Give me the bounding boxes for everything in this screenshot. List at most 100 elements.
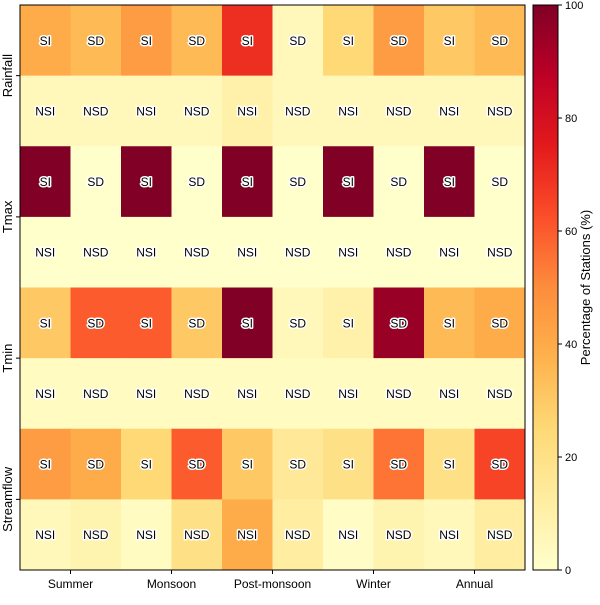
heatmap-cell xyxy=(474,287,526,359)
x-tick-label: Annual xyxy=(456,577,493,591)
heatmap-cell xyxy=(323,75,374,147)
cell-label: SI xyxy=(343,34,354,48)
heatmap-cell xyxy=(323,146,374,218)
cell-label: NSD xyxy=(487,528,513,542)
cell-label: NSD xyxy=(184,104,210,118)
heatmap-cell xyxy=(373,216,425,289)
cell-label: SD xyxy=(390,175,407,189)
heatmap-cell xyxy=(272,75,324,147)
cell-label: NSI xyxy=(237,528,257,542)
heatmap-cell xyxy=(424,5,475,77)
heatmap-cell xyxy=(474,428,526,500)
heatmap-cell xyxy=(424,146,475,218)
heatmap-cell xyxy=(222,499,273,571)
heatmap-cell xyxy=(121,5,172,77)
colorbar-tick-label: 20 xyxy=(565,452,577,464)
cell-label: SD xyxy=(87,175,104,189)
heatmap-cell xyxy=(171,499,223,571)
x-axis: Summer Monsoon Post-monsoon Winter Annual xyxy=(48,570,493,591)
heatmap-cell xyxy=(171,428,223,500)
cell-label: NSD xyxy=(285,246,311,260)
cell-label: NSI xyxy=(136,528,156,542)
cell-label: SD xyxy=(87,458,104,472)
cell-label: NSD xyxy=(285,104,311,118)
cell-label: SD xyxy=(188,34,205,48)
cell-label: SI xyxy=(444,34,455,48)
heatmap-cell xyxy=(323,287,374,359)
heatmap-cell xyxy=(474,146,526,218)
heatmap-cell xyxy=(222,287,273,359)
heatmap-cell xyxy=(222,75,273,147)
cell-label: SD xyxy=(289,175,306,189)
cell-label: NSI xyxy=(136,246,156,260)
heatmap-cell xyxy=(171,5,223,77)
heatmap-cell xyxy=(474,5,526,77)
cell-label: SD xyxy=(188,175,205,189)
cell-label: NSD xyxy=(83,528,109,542)
cell-label: SD xyxy=(390,458,407,472)
heatmap-cell xyxy=(20,75,71,147)
heatmap-cell xyxy=(272,428,324,500)
cell-label: SD xyxy=(491,34,508,48)
cell-label: NSD xyxy=(184,387,210,401)
cell-label: NSD xyxy=(386,104,412,118)
cell-label: NSD xyxy=(487,104,513,118)
heatmap-cell xyxy=(20,499,71,571)
heatmap-cell xyxy=(373,287,425,359)
heatmap-cell xyxy=(70,75,122,147)
heatmap-cell xyxy=(424,428,475,500)
cell-label: SD xyxy=(87,34,104,48)
cell-label: NSD xyxy=(83,104,109,118)
cell-label: NSI xyxy=(35,104,55,118)
cell-label: NSI xyxy=(237,104,257,118)
heatmap-cell xyxy=(171,287,223,359)
heatmap-cell xyxy=(373,358,425,430)
cell-label: NSI xyxy=(338,104,358,118)
heatmap-cell xyxy=(373,146,425,218)
cell-label: SD xyxy=(491,175,508,189)
colorbar: 0 20 40 60 80 100 Percentage of Stations (%) xyxy=(532,0,593,577)
cell-label: SI xyxy=(242,316,253,330)
cell-label: SI xyxy=(242,458,253,472)
heatmap-cell xyxy=(272,5,324,77)
heatmap-cell xyxy=(70,5,122,77)
colorbar-tick-label: 0 xyxy=(565,565,571,577)
cell-label: SI xyxy=(242,175,253,189)
heatmap-cell xyxy=(70,216,122,289)
colorbar-tick-label: 60 xyxy=(565,226,577,238)
heatmap-cell xyxy=(20,428,71,500)
heatmap-cell xyxy=(272,358,324,430)
heatmap-cell xyxy=(20,216,71,289)
heatmap-cell xyxy=(272,216,324,289)
heatmap-cell xyxy=(70,287,122,359)
heatmap-cell xyxy=(323,5,374,77)
y-tick-label: Rainfall xyxy=(0,54,15,97)
heatmap-cell xyxy=(20,287,71,359)
cell-label: NSD xyxy=(285,387,311,401)
heatmap-cell xyxy=(171,146,223,218)
cell-label: NSI xyxy=(439,246,459,260)
y-tick-label: Tmax xyxy=(0,200,15,233)
cell-label: NSI xyxy=(439,387,459,401)
y-tick-label: Streamflow xyxy=(0,466,15,532)
cell-label: SD xyxy=(289,458,306,472)
heatmap-cell xyxy=(70,146,122,218)
cell-label: SI xyxy=(40,458,51,472)
cell-label: NSI xyxy=(237,387,257,401)
cell-label: SI xyxy=(141,175,152,189)
y-axis: Rainfall Tmax Tmin Streamflow xyxy=(0,54,20,532)
heatmap-cell xyxy=(20,146,71,218)
cell-label: NSI xyxy=(35,528,55,542)
heatmap-cell xyxy=(373,5,425,77)
heatmap-cell xyxy=(222,358,273,430)
x-tick-label: Monsoon xyxy=(147,577,196,591)
heatmap-cell xyxy=(121,287,172,359)
cell-label: NSD xyxy=(83,387,109,401)
cell-label: NSD xyxy=(184,246,210,260)
heatmap-cell xyxy=(373,499,425,571)
cell-label: SI xyxy=(444,175,455,189)
heatmap-cell xyxy=(272,499,324,571)
colorbar-tick-label: 100 xyxy=(565,0,583,12)
